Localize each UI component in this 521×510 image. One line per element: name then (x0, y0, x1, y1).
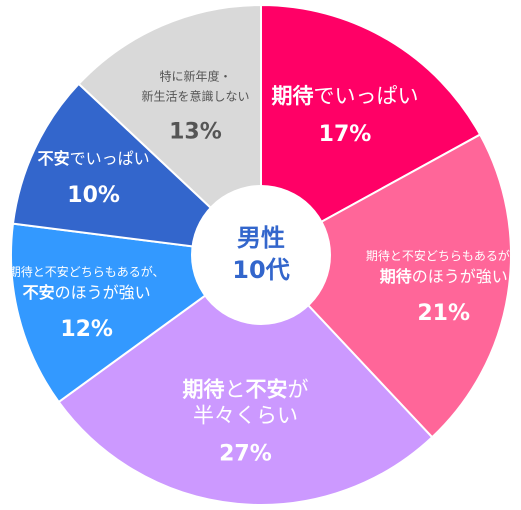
slice-label: 期待と不安どちらもあるが、 (366, 248, 521, 263)
slice-value-label: 13% (169, 120, 222, 145)
pie-slice (11, 82, 264, 257)
center-hole (191, 185, 331, 325)
center-label-line-1: 男性 (237, 224, 285, 252)
slice-label: 特に新年度・ (159, 69, 231, 84)
slice-value-label: 12% (60, 317, 113, 342)
slice-value-label: 17% (319, 122, 372, 147)
slice-label: 新生活を意識しない (141, 89, 249, 104)
pie-slice (260, 3, 482, 257)
center-label-line-2: 10代 (232, 256, 289, 284)
slice-value-label: 10% (67, 183, 120, 208)
pie-slice (259, 133, 512, 439)
slice-value-label: 27% (219, 441, 272, 466)
pie-labels: 期待でいっぱい17%期待と不安どちらもあるが、期待のほうが強い21%期待と不安が… (9, 69, 521, 467)
slice-label: 期待でいっぱい (271, 84, 418, 108)
slice-label: 不安でいっぱい (38, 149, 150, 168)
slice-label: 不安のほうが強い (23, 283, 151, 302)
slice-label: 期待と不安が (182, 377, 308, 401)
pie-slice (57, 253, 434, 506)
slice-value-label: 21% (417, 301, 470, 326)
slice-label: 期待と不安どちらもあるが、 (9, 264, 165, 279)
pie-slices (10, 3, 512, 506)
slice-label: 期待のほうが強い (380, 267, 508, 286)
pie-slice (77, 3, 262, 258)
slice-label: 半々くらい (193, 403, 298, 427)
